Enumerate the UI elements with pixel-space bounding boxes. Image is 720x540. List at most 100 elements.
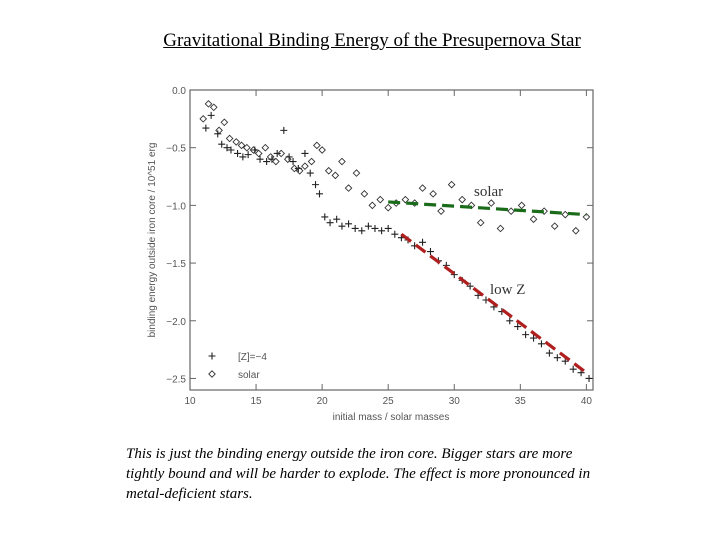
data-point-solar	[529, 215, 538, 224]
data-point-lowz	[569, 365, 577, 373]
data-point-solar	[272, 157, 280, 166]
data-point-solar	[261, 143, 270, 152]
data-point-lowz	[244, 151, 252, 159]
data-point-solar	[295, 166, 304, 175]
x-tick-label: 20	[317, 396, 329, 407]
data-point-solar	[517, 201, 526, 210]
x-tick-label: 30	[449, 396, 461, 407]
data-point-solar	[242, 143, 251, 152]
data-point-solar	[418, 184, 427, 192]
data-point-solar	[318, 146, 326, 154]
data-point-solar	[487, 199, 496, 207]
x-tick-label: 25	[383, 396, 395, 407]
data-point-lowz	[466, 282, 474, 290]
data-point-solar	[338, 157, 346, 166]
data-point-solar	[307, 157, 316, 166]
caption: This is just the binding energy outside …	[126, 446, 591, 502]
data-point-solar	[582, 213, 591, 221]
data-point-solar	[225, 134, 234, 143]
y-tick-label: −0.5	[166, 144, 186, 155]
data-point-lowz	[530, 334, 538, 342]
data-point-lowz	[553, 354, 561, 362]
y-tick-label: −2.5	[166, 374, 186, 385]
data-point-solar	[277, 149, 286, 158]
data-point-lowz	[218, 140, 226, 148]
data-point-solar	[331, 171, 340, 180]
data-point-solar	[215, 126, 223, 135]
data-point-lowz	[426, 248, 434, 256]
data-point-solar	[376, 195, 385, 204]
data-point-solar	[254, 149, 263, 158]
plot-frame	[189, 89, 594, 391]
data-point-solar	[266, 153, 275, 161]
data-point-lowz	[351, 224, 359, 232]
data-point-solar	[429, 190, 437, 198]
data-point-lowz	[227, 146, 235, 154]
legend-marker-plus	[208, 352, 216, 360]
data-point-solar	[540, 207, 548, 215]
y-axis-label: binding energy outside iron core / 10^51…	[147, 143, 158, 338]
data-point-lowz	[364, 222, 372, 230]
lowz-trend-annotation: low Z	[490, 282, 525, 298]
data-point-lowz	[306, 169, 314, 177]
data-point-solar	[301, 162, 309, 170]
data-point-lowz	[214, 130, 222, 138]
data-point-lowz	[256, 155, 264, 163]
data-point-lowz	[522, 331, 530, 339]
data-point-lowz	[263, 158, 271, 166]
data-point-solar	[204, 100, 213, 108]
data-point-lowz	[384, 224, 392, 232]
trend-line-low-z	[400, 232, 588, 374]
data-point-solar	[313, 141, 321, 150]
data-point-lowz	[280, 126, 288, 134]
x-tick-label: 35	[515, 396, 527, 407]
data-point-solar	[220, 118, 229, 127]
data-point-lowz	[506, 317, 514, 325]
data-point-solar	[249, 146, 258, 154]
data-point-lowz	[537, 340, 545, 348]
data-point-lowz	[207, 111, 215, 119]
data-point-solar	[283, 155, 292, 164]
data-point-lowz	[315, 190, 323, 198]
y-tick-label: −2.0	[166, 317, 186, 328]
solar-trend-annotation: solar	[474, 184, 503, 200]
data-point-lowz	[202, 124, 210, 132]
data-point-solar	[401, 195, 410, 204]
data-point-lowz	[234, 149, 242, 157]
data-point-lowz	[333, 215, 341, 223]
data-point-lowz	[371, 224, 379, 232]
x-tick-label: 40	[581, 396, 593, 407]
x-axis-label: initial mass / solar masses	[333, 412, 450, 423]
data-point-solar	[199, 115, 208, 123]
data-point-solar	[458, 195, 467, 204]
data-point-solar	[571, 226, 580, 235]
data-point-solar	[209, 103, 218, 112]
legend-marker-diamond	[208, 370, 216, 378]
data-point-solar	[290, 164, 299, 173]
data-point-solar	[368, 201, 377, 210]
data-point-solar	[550, 222, 559, 230]
data-point-lowz	[358, 227, 366, 235]
data-point-solar	[360, 190, 369, 198]
data-point-solar	[561, 210, 570, 219]
legend-label: solar	[238, 370, 260, 381]
data-point-solar	[496, 224, 505, 233]
x-tick-label: 10	[184, 396, 196, 407]
data-point-solar	[352, 169, 361, 177]
data-point-lowz	[378, 227, 386, 235]
legend-label: [Z]=−4	[238, 352, 267, 363]
slide-title: Gravitational Binding Energy of the Pres…	[163, 30, 581, 51]
data-point-lowz	[273, 149, 281, 157]
data-point-lowz	[312, 181, 320, 189]
data-point-lowz	[289, 158, 297, 166]
data-point-solar	[384, 203, 393, 212]
data-point-lowz	[419, 238, 427, 246]
trend-line-solar	[388, 200, 587, 217]
x-tick-label: 15	[251, 396, 263, 407]
data-point-lowz	[321, 213, 329, 221]
y-tick-label: 0.0	[172, 86, 186, 97]
data-point-solar	[476, 218, 485, 227]
data-point-lowz	[545, 349, 553, 357]
data-point-solar	[324, 166, 333, 175]
data-point-solar	[437, 207, 445, 215]
